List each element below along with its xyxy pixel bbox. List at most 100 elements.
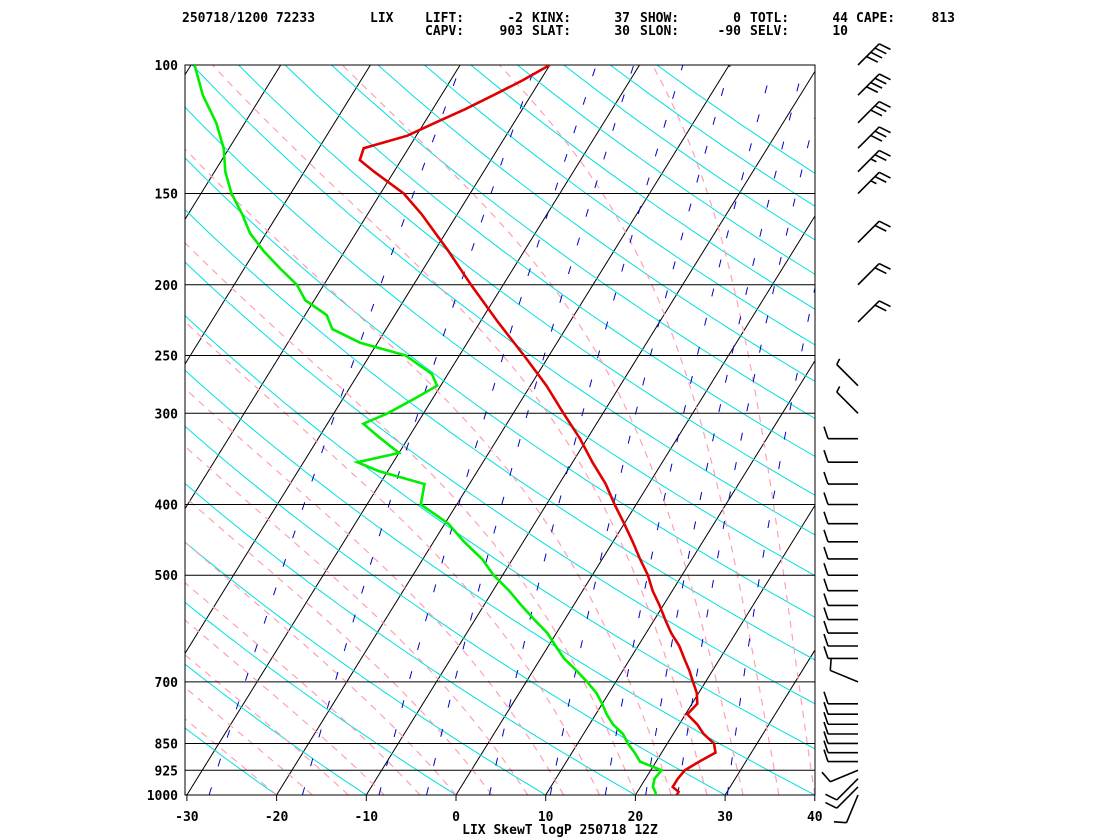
- moist-adiabat-line: [185, 387, 565, 795]
- wind-barb: [823, 607, 858, 621]
- moist-adiabat-line: [651, 65, 815, 795]
- wind-barb-flag: [874, 153, 887, 162]
- moist-adiabat-line: [185, 496, 493, 795]
- wind-barb-flag: [823, 593, 829, 606]
- wind-barb: [823, 471, 858, 485]
- header-label-selv: SELV:: [750, 24, 789, 39]
- isotherm-line: [185, 65, 371, 365]
- header-value-cape: 813: [932, 11, 955, 26]
- temperature-axis: -30 -20 -10 0 10 20 30 40: [175, 795, 823, 825]
- dry-adiabat-line: [185, 315, 815, 750]
- dry-adiabat-line: [185, 601, 457, 795]
- header-label-lift: LIFT:: [425, 11, 464, 26]
- header-label-show: SHOW:: [640, 11, 679, 26]
- temperature-tick-label: 0: [452, 810, 460, 825]
- header-label-capv: CAPV:: [425, 24, 464, 39]
- wind-barb-flag: [823, 691, 829, 705]
- dry-adiabat-line: [185, 208, 815, 661]
- wind-barb: [823, 511, 858, 525]
- wind-barb-flag: [874, 175, 887, 183]
- dry-adiabat-line: [185, 369, 815, 795]
- wind-barb: [829, 657, 859, 683]
- moist-adiabat-line: [185, 619, 385, 795]
- isotherm-line: [0, 49, 111, 811]
- pressure-label: 850: [155, 737, 179, 752]
- wind-barb: [823, 492, 858, 506]
- wind-barb-flag: [870, 51, 883, 59]
- wind-barb: [857, 149, 891, 173]
- wind-barb-flag: [874, 77, 887, 85]
- wind-barb-flag: [823, 449, 829, 463]
- wind-barb-flag: [823, 562, 829, 576]
- wind-barb: [857, 43, 891, 66]
- temperature-tick-label: 30: [717, 810, 733, 825]
- dry-adiabat-line: [185, 261, 815, 705]
- wind-barb-flag: [825, 793, 838, 801]
- isotherm-line: [185, 65, 282, 221]
- wind-barb-staff: [836, 363, 859, 387]
- wind-barb-flag: [823, 607, 829, 620]
- wind-barb-flag: [823, 721, 829, 735]
- wind-barb-half-flag: [870, 158, 877, 163]
- wind-barb-half-flag: [870, 180, 877, 185]
- wind-barb-flag: [823, 492, 829, 505]
- wind-barb: [823, 426, 858, 440]
- isotherm-line: [545, 359, 815, 795]
- background-lines: [0, 49, 1120, 811]
- dry-adiabat-line: [470, 65, 815, 310]
- temperature-tick-label: -30: [175, 810, 199, 825]
- wind-barb-flag: [878, 262, 891, 270]
- wind-barb: [823, 562, 858, 577]
- wind-barb: [823, 731, 858, 745]
- plot-border: [184, 64, 816, 796]
- mixing-ratio-line: [208, 65, 462, 795]
- isotherm-line: [276, 65, 730, 795]
- wind-barb: [823, 701, 858, 715]
- wind-barb: [821, 769, 859, 783]
- wind-barb-flag: [823, 749, 829, 762]
- dry-adiabat-line: [185, 727, 278, 795]
- dry-adiabat-line: [238, 65, 815, 496]
- moist-adiabat-line: [185, 320, 601, 795]
- wind-barb-flag: [823, 740, 829, 753]
- wind-barb-flag: [833, 821, 847, 824]
- header-value-lift: -2: [507, 11, 523, 26]
- isotherm-line: [895, 49, 1120, 811]
- isotherm-line: [0, 49, 22, 811]
- temperature-tick-label: 40: [807, 810, 823, 825]
- wind-barb-half-flag: [836, 358, 841, 365]
- isobars: 100 150 200 250 300 400 500 700 850 925 1000: [147, 59, 816, 804]
- pressure-label: 925: [155, 764, 178, 779]
- wind-barb-staff: [845, 794, 859, 824]
- pressure-label: 250: [155, 349, 179, 364]
- profiles: [193, 65, 717, 795]
- header-label-slat: SLAT:: [532, 24, 571, 39]
- wind-barb: [833, 794, 859, 824]
- pressure-label: 100: [155, 59, 179, 74]
- wind-barb: [823, 633, 858, 647]
- dry-adiabat-line: [284, 65, 815, 458]
- wind-barb-flag: [823, 511, 829, 524]
- isotherm-line: [185, 65, 461, 510]
- wind-barb: [825, 786, 859, 809]
- temperature-tick-label: 20: [628, 810, 644, 825]
- chart-caption: LIX SkewT logP 250718 12Z: [462, 823, 658, 838]
- mixing-ratio-line: [604, 65, 774, 795]
- moist-adiabat-line: [185, 581, 421, 795]
- header-value-selv: 10: [832, 24, 848, 39]
- wind-barb-staff: [836, 391, 859, 414]
- dry-adiabat-line: [563, 65, 815, 241]
- wind-barb: [823, 449, 858, 463]
- wind-barb: [823, 546, 858, 560]
- header-value-slat: 30: [614, 24, 630, 39]
- mixing-ratio-line: [645, 65, 805, 795]
- wind-barb: [857, 126, 891, 149]
- header: 250718/1200 72233 LIX LIFT: -2 KINX: 37 …: [182, 11, 955, 39]
- dry-adiabat-line: [517, 65, 815, 275]
- wind-barb-flag: [874, 105, 887, 113]
- dry-adiabat-line: [185, 482, 637, 795]
- pressure-label: 150: [155, 188, 179, 203]
- wind-barb: [823, 578, 858, 592]
- mixing-ratio-line: [726, 285, 815, 795]
- header-value-totl: 44: [832, 11, 848, 26]
